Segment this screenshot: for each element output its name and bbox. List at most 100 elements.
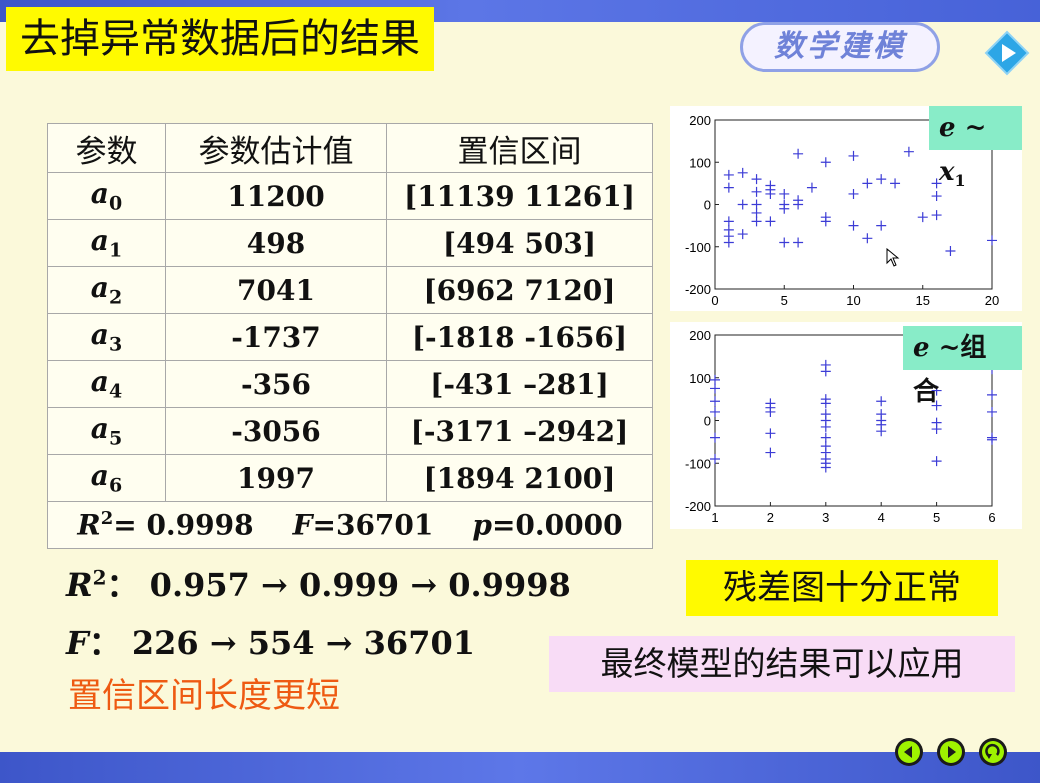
param-estimate: 11200 bbox=[165, 172, 387, 220]
data-point bbox=[820, 415, 831, 426]
param-symbol: a0 bbox=[47, 172, 166, 220]
param-interval: [1894 2100] bbox=[386, 454, 653, 502]
page-title: 去掉异常数据后的结果 bbox=[6, 7, 434, 71]
x-tick-label: 20 bbox=[985, 293, 999, 308]
data-point bbox=[820, 462, 831, 473]
data-point bbox=[751, 199, 762, 210]
param-interval: [-431 –281] bbox=[386, 360, 653, 408]
table-stats-row: R2= 0.9998 F=36701 p=0.0000 bbox=[47, 501, 653, 549]
next-icon bbox=[940, 741, 962, 763]
play-icon[interactable] bbox=[984, 30, 1030, 80]
x-tick-label: 6 bbox=[988, 510, 995, 525]
y-tick-label: 100 bbox=[689, 155, 711, 170]
param-symbol: a2 bbox=[47, 266, 166, 314]
final-note: 最终模型的结果可以应用 bbox=[549, 636, 1015, 692]
data-point bbox=[793, 199, 804, 210]
return-button[interactable] bbox=[979, 738, 1007, 766]
data-point bbox=[848, 150, 859, 161]
prev-button[interactable] bbox=[895, 738, 923, 766]
ci-note: 置信区间长度更短 bbox=[68, 676, 340, 716]
f-progression: F： 226 → 554 → 36701 bbox=[66, 624, 475, 662]
data-point bbox=[723, 216, 734, 227]
plot-label-x1: e ~ x1 bbox=[929, 106, 1022, 190]
x-tick-label: 5 bbox=[933, 510, 940, 525]
data-point bbox=[820, 432, 831, 443]
data-point bbox=[987, 389, 997, 400]
data-point bbox=[876, 174, 887, 185]
y-tick-label: -100 bbox=[685, 240, 711, 255]
y-tick-label: 0 bbox=[704, 414, 711, 429]
param-symbol: a6 bbox=[47, 454, 166, 502]
cursor-icon bbox=[886, 248, 900, 267]
data-point bbox=[820, 398, 831, 409]
data-point bbox=[917, 212, 928, 223]
data-point bbox=[848, 188, 859, 199]
data-point bbox=[987, 406, 997, 417]
data-point bbox=[931, 456, 942, 467]
x-tick-label: 5 bbox=[781, 293, 788, 308]
data-point bbox=[793, 237, 804, 248]
param-estimate: -3056 bbox=[165, 407, 387, 455]
residual-note: 残差图十分正常 bbox=[686, 560, 998, 616]
next-button[interactable] bbox=[937, 738, 965, 766]
data-point bbox=[710, 453, 720, 464]
param-symbol: a3 bbox=[47, 313, 166, 361]
data-point bbox=[862, 178, 873, 189]
data-point bbox=[820, 157, 831, 168]
x-tick-label: 1 bbox=[711, 510, 718, 525]
param-interval: [-1818 -1656] bbox=[386, 313, 653, 361]
header-estimate: 参数估计值 bbox=[165, 123, 387, 173]
data-point bbox=[820, 366, 831, 377]
data-point bbox=[737, 229, 748, 240]
y-tick-label: 0 bbox=[704, 198, 711, 213]
data-point bbox=[779, 199, 790, 210]
data-point bbox=[987, 434, 997, 445]
data-point bbox=[765, 216, 776, 227]
table-row: a5 -3056 [-3171 –2942] bbox=[47, 407, 653, 455]
param-interval: [11139 11261] bbox=[386, 172, 653, 220]
data-point bbox=[765, 188, 776, 199]
data-point bbox=[751, 186, 762, 197]
data-point bbox=[876, 426, 887, 437]
x-tick-label: 3 bbox=[822, 510, 829, 525]
data-point bbox=[779, 237, 790, 248]
data-point bbox=[751, 207, 762, 218]
param-symbol: a1 bbox=[47, 219, 166, 267]
param-symbol: a5 bbox=[47, 407, 166, 455]
table-row: a3 -1737 [-1818 -1656] bbox=[47, 313, 653, 361]
data-point bbox=[737, 199, 748, 210]
param-estimate: 7041 bbox=[165, 266, 387, 314]
residual-plot-x1: 200 100 0 -100 -200 0 5 10 15 20 e ~ x1 bbox=[670, 106, 1022, 311]
y-tick-label: -200 bbox=[685, 499, 711, 514]
table-header-row: 参数 参数估计值 置信区间 bbox=[47, 123, 653, 173]
data-point bbox=[710, 383, 720, 394]
header-interval: 置信区间 bbox=[386, 123, 653, 173]
data-point bbox=[710, 374, 720, 385]
data-point bbox=[751, 216, 762, 227]
regression-stats: R2= 0.9998 F=36701 p=0.0000 bbox=[47, 501, 653, 549]
data-point bbox=[931, 191, 942, 202]
y-tick-label: -100 bbox=[685, 456, 711, 471]
x-tick-label: 2 bbox=[767, 510, 774, 525]
data-point bbox=[737, 167, 748, 178]
data-point bbox=[723, 237, 734, 248]
data-point bbox=[710, 396, 720, 407]
table-row: a1 498 [494 503] bbox=[47, 219, 653, 267]
data-point bbox=[931, 178, 942, 189]
course-badge: 数学建模 bbox=[740, 22, 940, 72]
prev-icon bbox=[898, 741, 920, 763]
data-point bbox=[931, 210, 942, 221]
data-point bbox=[876, 396, 887, 407]
data-point bbox=[793, 148, 804, 159]
data-point bbox=[848, 220, 859, 231]
y-tick-label: 200 bbox=[689, 328, 711, 343]
y-tick-label: 100 bbox=[689, 371, 711, 386]
table-row: a6 1997 [1894 2100] bbox=[47, 454, 653, 502]
data-point bbox=[779, 188, 790, 199]
x-tick-label: 0 bbox=[711, 293, 718, 308]
return-icon bbox=[982, 741, 1004, 763]
data-point bbox=[931, 424, 942, 435]
table-row: a4 -356 [-431 –281] bbox=[47, 360, 653, 408]
